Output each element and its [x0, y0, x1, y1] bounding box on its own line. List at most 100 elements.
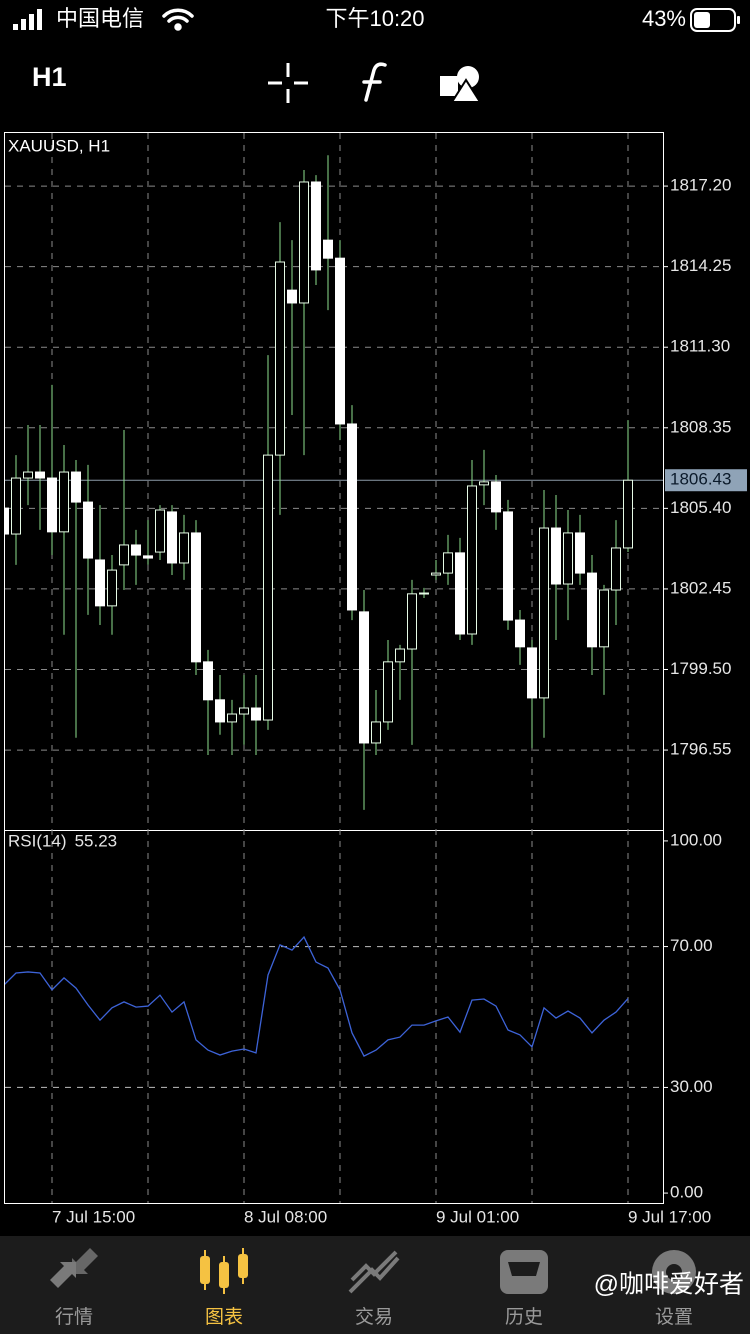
candle-body — [563, 532, 573, 585]
candle-body — [83, 501, 93, 559]
candle-body — [587, 572, 597, 648]
tab-label[interactable]: 设置 — [655, 1306, 693, 1328]
candle-body — [107, 569, 117, 607]
y-tick-label: 1802.45 — [670, 578, 731, 597]
quotes-icon — [50, 1248, 98, 1288]
candle-body — [131, 544, 141, 556]
candle-body — [323, 239, 333, 259]
y-tick-label: 1817.20 — [670, 176, 731, 195]
candle-body — [311, 181, 321, 271]
candle-body — [215, 699, 225, 723]
candle-body — [491, 481, 501, 513]
chart-icon — [200, 1248, 248, 1294]
rsi-line — [5, 935, 629, 1057]
chart-frame — [4, 132, 664, 1204]
axis-labels: 7 Jul 15:00 8 Jul 08:00 9 Jul 01:00 9 Jul 1… — [52, 176, 747, 1226]
crosshair-button[interactable] — [268, 63, 308, 103]
clock: 下午10:20 — [325, 6, 424, 31]
candle-body — [383, 661, 393, 723]
vertical-grid — [51, 133, 629, 1203]
candle-body — [419, 592, 429, 595]
y-tick-label: 1796.55 — [670, 740, 731, 759]
tab-label[interactable]: 历史 — [505, 1306, 543, 1328]
trade-icon — [348, 1250, 400, 1294]
candle-body — [71, 471, 81, 503]
candle-body — [503, 511, 513, 621]
indicators-button[interactable] — [362, 62, 387, 102]
rsi-panel — [5, 935, 663, 1088]
tab-bar — [0, 1236, 750, 1334]
candle-body — [239, 707, 249, 715]
timeframe-button[interactable]: H1 — [32, 62, 67, 92]
tab-icons — [50, 1248, 696, 1294]
y-tick-label: 0.00 — [670, 1183, 703, 1202]
candle-body — [347, 423, 357, 611]
carrier: 中国电信 — [56, 6, 144, 31]
objects-button[interactable] — [440, 66, 482, 103]
candle-body — [611, 547, 621, 591]
history-icon — [500, 1250, 548, 1294]
tab-label[interactable]: 图表 — [205, 1306, 243, 1328]
candle-body — [395, 648, 405, 663]
candle-body — [23, 471, 33, 479]
candle-body — [335, 257, 345, 425]
candle-body — [407, 593, 417, 650]
candle-body — [203, 661, 213, 701]
candle-body — [431, 572, 441, 576]
settings-icon — [652, 1250, 696, 1294]
candle-body — [143, 555, 153, 559]
candle-body — [119, 544, 129, 566]
candle-body — [227, 713, 237, 723]
y-tick-label: 100.00 — [670, 830, 722, 849]
candle-body — [263, 454, 273, 721]
tab-label[interactable]: 行情 — [55, 1306, 93, 1328]
y-tick-label: 1814.25 — [670, 256, 731, 275]
candle-body — [47, 477, 57, 533]
candle-body — [179, 532, 189, 564]
rsi-title: RSI(14) — [8, 831, 67, 850]
y-tick-label: 30.00 — [670, 1077, 713, 1096]
candle-body — [623, 479, 633, 549]
candle-body — [59, 471, 69, 533]
candle-body — [95, 559, 105, 607]
candle-body — [443, 552, 453, 574]
candle-body — [275, 261, 285, 456]
candle-body — [11, 477, 21, 535]
y-tick-label: 70.00 — [670, 936, 713, 955]
tab-labels: 行情 图表 交易 历史 设置 — [55, 1306, 693, 1328]
x-tick-label: 9 Jul 01:00 — [436, 1207, 519, 1226]
candle-body — [551, 527, 561, 585]
current-price-box — [665, 469, 747, 492]
y-tick-label: 1799.50 — [670, 659, 731, 678]
candle-body — [479, 481, 489, 486]
price-panel — [5, 155, 663, 810]
candle-body — [155, 509, 165, 553]
candle-body — [35, 471, 45, 479]
candle-body — [575, 532, 585, 574]
x-tick-label: 8 Jul 08:00 — [244, 1207, 327, 1226]
x-tick-label: 7 Jul 15:00 — [52, 1207, 135, 1226]
y-tick-label: 1805.40 — [670, 498, 731, 517]
wifi-icon — [162, 8, 194, 31]
rsi-value: 55.23 — [75, 831, 118, 850]
watermark: @咖啡爱好者 — [594, 1271, 744, 1299]
candle-body — [191, 532, 201, 663]
candle-body — [5, 507, 9, 535]
candle-body — [167, 511, 177, 564]
candle-body — [299, 181, 309, 304]
candle-body — [371, 721, 381, 744]
tab-label[interactable]: 交易 — [355, 1306, 393, 1328]
candle-body — [455, 552, 465, 635]
battery-icon — [690, 8, 740, 32]
signal-icon — [13, 9, 42, 30]
y-tick-label: 1811.30 — [670, 337, 730, 356]
chart-title: XAUUSD, H1 — [8, 136, 110, 155]
candle-body — [251, 707, 261, 721]
y-tick-label: 1808.35 — [670, 417, 731, 436]
candle-body — [287, 289, 297, 304]
candle-body — [467, 485, 477, 635]
battery-percent: 43% — [642, 6, 686, 31]
